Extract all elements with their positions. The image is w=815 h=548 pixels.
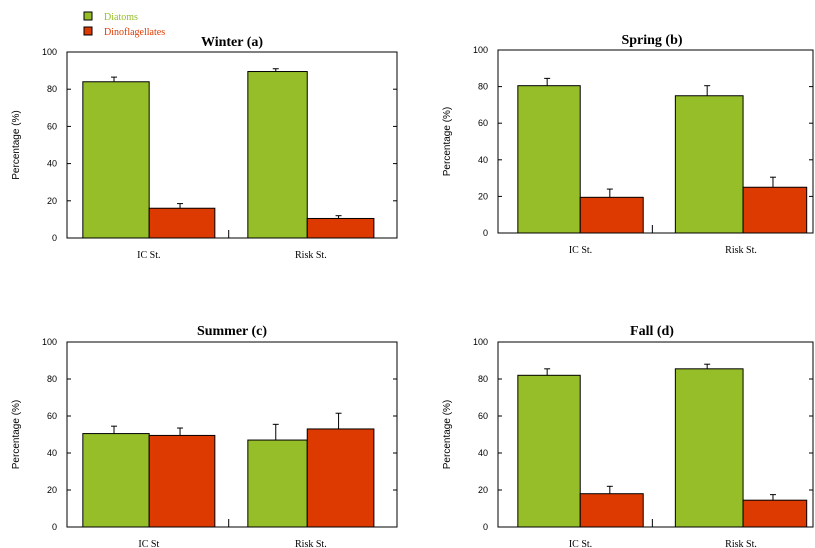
bar-dinoflagellates-2: [742, 186, 808, 234]
y-tick-label: 20: [478, 191, 488, 201]
y-tick-label: 60: [47, 411, 57, 421]
y-tick-label: 60: [478, 118, 488, 128]
plot-frame: [66, 51, 398, 239]
bar-dinoflagellates-1: [579, 196, 644, 234]
y-tick-label: 0: [483, 228, 488, 238]
bar-diatoms-2: [674, 95, 744, 234]
chart-title: Summer (c): [197, 324, 267, 339]
x-category-label: Risk St.: [295, 250, 327, 261]
x-category-label: Risk St.: [725, 245, 757, 256]
legend-label-diatoms: Diatoms: [104, 12, 138, 23]
y-tick-label: 20: [478, 485, 488, 495]
bar-diatoms-2: [247, 71, 308, 239]
y-axis-label: Percentage (%): [11, 400, 22, 469]
chart-panel-2: 0 20 40 60 80 100 Percentage (%) IC St. Risk St.…: [442, 33, 814, 256]
legend: Diatoms Dinoflagellates: [83, 11, 165, 38]
bar-dinoflagellates-1: [148, 207, 216, 239]
chart-panel-1: 0 20 40 60 80 100 Percentage (%) IC St. Risk St.…: [11, 35, 398, 261]
y-tick-label: 80: [47, 374, 57, 384]
y-tick-label: 80: [478, 374, 488, 384]
bar-diatoms-2: [674, 368, 744, 528]
y-tick-label: 20: [47, 196, 57, 206]
y-tick-label: 80: [478, 82, 488, 92]
y-tick-label: 0: [52, 522, 57, 532]
plot-frame: [497, 341, 814, 528]
x-category-label: IC St: [138, 539, 159, 548]
chart-panel-3: 0 20 40 60 80 100 Percentage (%) IC St Risk St. S…: [11, 324, 398, 548]
bar-dinoflagellates-1: [579, 493, 644, 528]
y-axis-label: Percentage (%): [442, 400, 453, 469]
chart-panel-4: 0 20 40 60 80 100 Percentage (%) IC St. Risk St.…: [442, 324, 814, 548]
bar-dinoflagellates-2: [306, 217, 375, 239]
x-category-label: IC St.: [569, 539, 592, 548]
legend-label-dinoflagellates: Dinoflagellates: [104, 27, 165, 38]
y-axis-label: Percentage (%): [442, 107, 453, 176]
bar-dinoflagellates-2: [306, 428, 375, 528]
y-tick-label: 0: [52, 233, 57, 243]
chart-panels: 0 20 40 60 80 100 Percentage (%) IC St. Risk St.…: [11, 33, 814, 548]
bar-dinoflagellates-1: [148, 434, 216, 528]
x-category-label: Risk St.: [725, 539, 757, 548]
bar-diatoms-1: [82, 433, 150, 528]
y-axis-label: Percentage (%): [11, 110, 22, 179]
x-category-label: IC St.: [569, 245, 592, 256]
y-tick-label: 60: [478, 411, 488, 421]
plot-frame: [497, 49, 814, 234]
chart-title: Winter (a): [201, 35, 263, 50]
bar-diatoms-1: [517, 85, 581, 234]
legend-swatch-diatoms: [83, 11, 93, 21]
chart-title: Spring (b): [621, 33, 682, 48]
plot-frame: [66, 341, 398, 528]
x-category-label: Risk St.: [295, 539, 327, 548]
y-tick-label: 100: [473, 337, 488, 347]
y-tick-label: 100: [42, 337, 57, 347]
y-tick-label: 40: [47, 159, 57, 169]
y-tick-label: 40: [47, 448, 57, 458]
y-tick-label: 20: [47, 485, 57, 495]
y-tick-label: 40: [478, 155, 488, 165]
bar-diatoms-2: [247, 439, 308, 528]
y-tick-label: 0: [483, 522, 488, 532]
y-tick-label: 100: [42, 47, 57, 57]
y-tick-label: 60: [47, 121, 57, 131]
bar-diatoms-1: [517, 374, 581, 528]
y-tick-label: 40: [478, 448, 488, 458]
bar-dinoflagellates-2: [742, 499, 808, 528]
y-tick-label: 80: [47, 84, 57, 94]
x-category-label: IC St.: [137, 250, 160, 261]
bar-diatoms-1: [82, 81, 150, 239]
y-tick-label: 100: [473, 45, 488, 55]
chart-title: Fall (d): [630, 324, 674, 339]
legend-swatch-dinoflagellates: [83, 26, 93, 36]
